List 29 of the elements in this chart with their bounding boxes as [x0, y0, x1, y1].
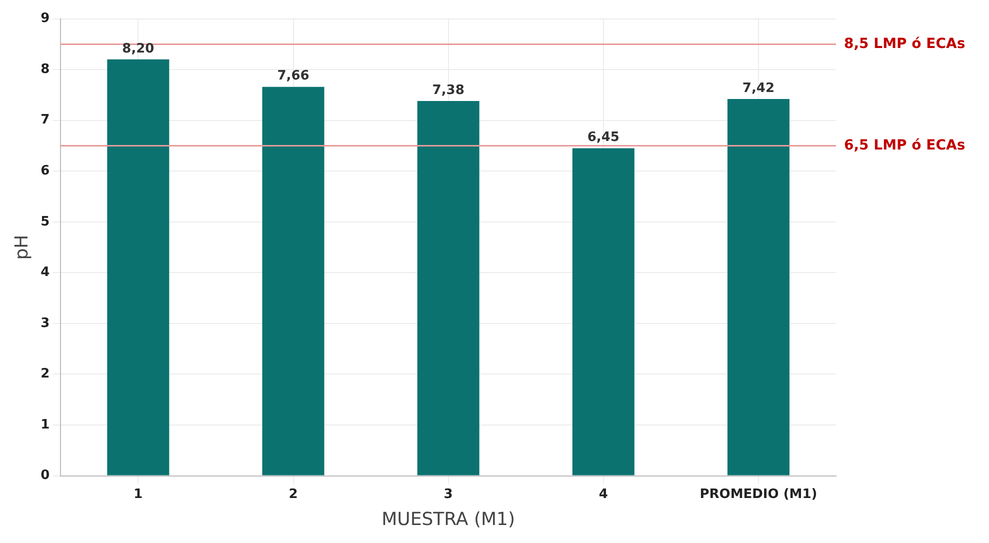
ref-line-label: 6,5 LMP ó ECAs: [844, 137, 966, 154]
y-tick-label: 8: [40, 62, 50, 77]
bar: [262, 86, 324, 476]
x-tick-label: PROMEDIO (M1): [700, 486, 818, 502]
x-tick-label: 3: [444, 486, 453, 502]
x-tick-label: 2: [288, 486, 298, 502]
bar: [572, 148, 634, 476]
y-tick-label: 6: [40, 164, 50, 179]
y-tick-label: 0: [40, 468, 50, 484]
y-tick-label: 2: [40, 366, 50, 382]
data-label: 8,20: [122, 41, 154, 56]
bar: [417, 101, 480, 476]
x-tick-label: 1: [134, 486, 143, 502]
y-tick-label: 7: [40, 112, 50, 128]
data-label: 7,66: [277, 68, 310, 84]
y-tick-label: 4: [40, 265, 50, 280]
bar: [727, 99, 790, 476]
y-tick-label: 3: [40, 316, 50, 331]
y-tick-label: 9: [40, 11, 50, 26]
data-label: 7,38: [432, 82, 464, 98]
ref-line-label: 8,5 LMP ó ECAs: [844, 36, 966, 52]
data-label: 6,45: [587, 130, 620, 146]
data-label: 7,42: [742, 80, 775, 96]
y-tick-label: 5: [40, 214, 50, 230]
bar: [107, 59, 170, 476]
x-tick-label: 4: [598, 486, 608, 502]
y-axis-title: pH: [11, 234, 32, 260]
y-tick-label: 1: [40, 417, 50, 432]
x-axis-title: MUESTRA (M1): [382, 508, 515, 530]
